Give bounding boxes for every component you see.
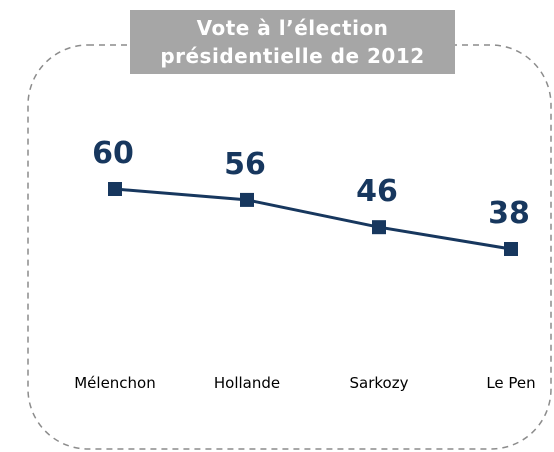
x-tick-label: Sarkozy (350, 374, 409, 392)
chart-title: Vote à l’élection présidentielle de 2012 (160, 16, 425, 68)
data-label: 46 (356, 174, 398, 209)
marker (240, 192, 254, 207)
data-label: 38 (488, 196, 530, 231)
x-tick-label: Mélenchon (74, 374, 156, 392)
data-label: 56 (224, 147, 266, 182)
marker (108, 182, 122, 196)
line (114, 187, 512, 251)
title-box: Vote à l’élection présidentielle de 2012 (130, 10, 455, 74)
marker (372, 220, 386, 235)
x-tick-label: Le Pen (486, 374, 535, 392)
marker (504, 242, 518, 256)
x-tick-label: Hollande (214, 374, 280, 392)
data-label: 60 (92, 136, 134, 171)
